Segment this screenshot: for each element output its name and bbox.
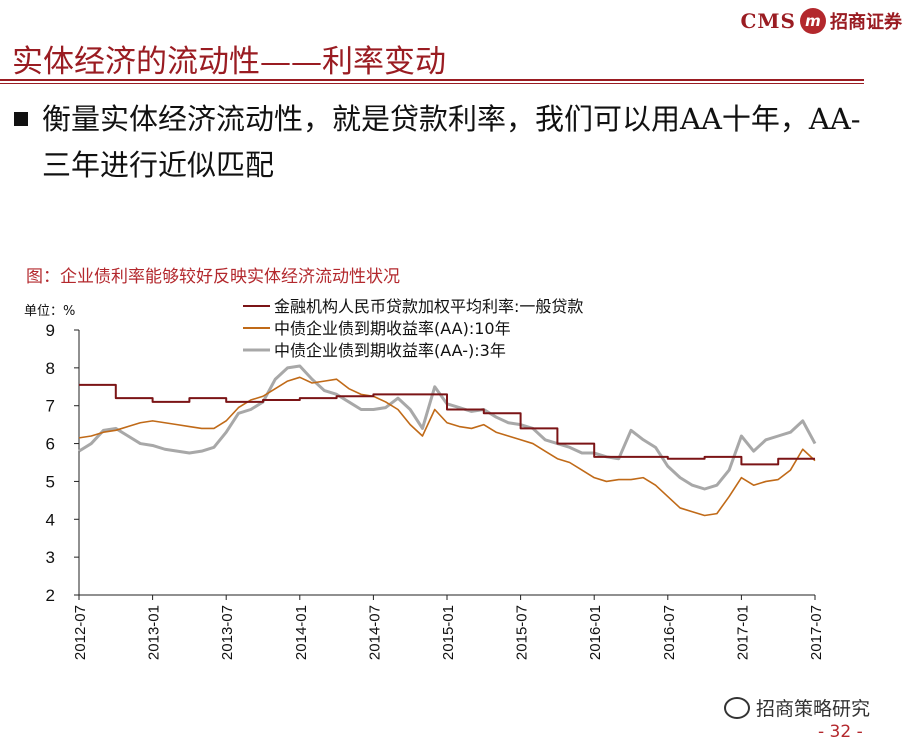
wechat-icon: [724, 696, 750, 719]
figure-caption: 图：企业债利率能够较好反映实体经济流动性状况: [26, 267, 400, 287]
page-number: - 32 -: [818, 722, 863, 742]
title-divider-thin: [0, 83, 864, 84]
legend-label: 中债企业债到期收益率(AA):10年: [274, 319, 511, 338]
bullet-text: 衡量实体经济流动性，就是贷款利率，我们可以用AA十年，AA-三年进行近似匹配: [42, 102, 861, 182]
x-tick-label: 2015-07: [514, 605, 531, 660]
line-chart: 2 3 4 5 6 7 8 9 2012-07 2013-01 2013-07 2014-01 2014…: [46, 297, 825, 660]
y-tick-label: 3: [46, 548, 55, 567]
chart-unit: 单位：%: [24, 304, 76, 319]
y-tick-label: 8: [46, 359, 55, 378]
slide-title: 实体经济的流动性——利率变动: [12, 44, 446, 80]
y-tick-label: 5: [46, 472, 55, 491]
series-line-1: [79, 383, 815, 466]
legend-label: 中债企业债到期收益率(AA-):3年: [274, 341, 506, 360]
series-line-2: [78, 376, 816, 517]
title-divider: [0, 79, 864, 81]
y-tick-label: 6: [46, 435, 55, 454]
footer-brand: 招商策略研究: [724, 694, 870, 721]
y-tick-label: 9: [46, 321, 55, 340]
bullet-square-icon: [14, 112, 28, 126]
x-tick-label: 2015-01: [440, 605, 457, 660]
x-tick-label: 2017-07: [808, 605, 825, 660]
logo-company-name: 招商证券: [830, 12, 902, 33]
footer-brand-text: 招商策略研究: [756, 698, 871, 720]
x-tick-label: 2016-01: [587, 605, 604, 660]
y-tick-label: 2: [46, 586, 55, 605]
x-tick-label: 2012-07: [72, 605, 89, 660]
y-tick-label: 7: [46, 397, 55, 416]
y-tick-label: 4: [46, 510, 55, 529]
x-tick-label: 2014-01: [293, 605, 310, 660]
brand-logo: CMS m 招商证券: [740, 4, 902, 38]
x-tick-label: 2014-07: [366, 605, 383, 660]
logo-badge-icon: m: [800, 8, 826, 34]
x-tick-label: 2017-01: [734, 605, 751, 660]
series-line-3: [78, 364, 817, 491]
logo-cms-text: CMS: [740, 9, 796, 33]
legend-label: 金融机构人民币贷款加权平均利率:一般贷款: [274, 297, 583, 316]
x-tick-label: 2013-07: [219, 605, 236, 660]
x-tick-label: 2013-01: [146, 605, 163, 660]
x-tick-label: 2016-07: [661, 605, 678, 660]
